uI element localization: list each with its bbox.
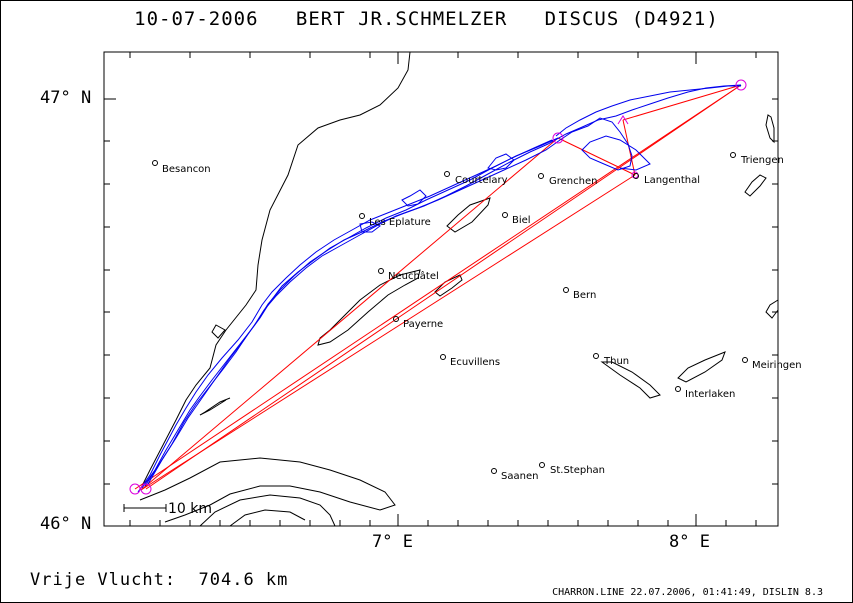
town-les-eplature: Les Eplature — [359, 213, 431, 228]
town-besancon: Besancon — [152, 160, 211, 175]
scale-bar-label: 10 km — [168, 501, 212, 517]
turnpoints — [129, 79, 747, 495]
town-label: Biel — [512, 215, 531, 226]
lat-label-bottom: 46° N — [40, 514, 92, 534]
town-biel: Biel — [502, 212, 531, 226]
town-label: Thun — [603, 356, 629, 367]
town-neuchatel: Neuchâtel — [378, 268, 439, 282]
town-label: Les Eplature — [369, 217, 431, 228]
bottom-ticks — [129, 514, 757, 526]
town-label: Grenchen — [549, 176, 597, 187]
town-label: Payerne — [403, 319, 443, 330]
lon-label-left: 7° E — [372, 532, 413, 552]
scale-bar — [123, 504, 167, 512]
town-triengen: Triengen — [730, 152, 784, 166]
town-saanen: Saanen — [491, 468, 538, 482]
town-grenchen: Grenchen — [538, 173, 597, 187]
generator-info: CHARRON.LINE 22.07.2006, 01:41:49, DISLI… — [552, 587, 823, 598]
town-label: Besancon — [162, 164, 211, 175]
turnpoint-marker — [617, 115, 629, 125]
task-legs — [134, 84, 742, 491]
flight-title: 10-07-2006 BERT JR.SCHMELZER DISCUS (D49… — [134, 8, 719, 30]
turnpoint-finish — [140, 483, 152, 495]
map-border — [103, 51, 779, 527]
town-thun: Thun — [593, 353, 629, 367]
town-label: Triengen — [740, 155, 784, 166]
town-courtelary: Courtelary — [444, 171, 508, 186]
lat-label-top: 47° N — [40, 88, 92, 108]
town-label: Langenthal — [644, 175, 700, 186]
town-label: St.Stephan — [550, 465, 605, 476]
lon-label-right: 8° E — [669, 532, 710, 552]
turnpoint-start — [129, 483, 141, 495]
town-label: Meiringen — [752, 360, 802, 371]
town-interlaken: Interlaken — [675, 386, 735, 400]
town-label: Bern — [573, 290, 596, 301]
top-ticks — [129, 52, 757, 64]
town-label: Neuchâtel — [388, 270, 439, 282]
turnpoint-grenchen — [552, 132, 564, 144]
town-label: Saanen — [501, 471, 538, 482]
town-label: Courtelary — [455, 175, 508, 186]
town-ecuvillens: Ecuvillens — [440, 354, 500, 368]
town-st-stephan: St.Stephan — [539, 462, 605, 476]
flight-track — [137, 84, 742, 493]
left-ticks — [104, 98, 116, 527]
town-bern: Bern — [563, 287, 596, 301]
town-markers: Besancon Courtelary Grenchen Langenthal … — [152, 152, 802, 482]
town-langenthal: Langenthal — [633, 173, 700, 186]
town-payerne: Payerne — [393, 316, 443, 330]
town-meiringen: Meiringen — [742, 357, 802, 371]
terrain-outlines — [139, 51, 779, 527]
right-ticks — [772, 98, 778, 485]
town-label: Ecuvillens — [450, 357, 500, 368]
turnpoint-east — [735, 79, 747, 91]
town-label: Interlaken — [685, 389, 735, 400]
free-flight-distance: Vrije Vlucht: 704.6 km — [30, 570, 289, 590]
